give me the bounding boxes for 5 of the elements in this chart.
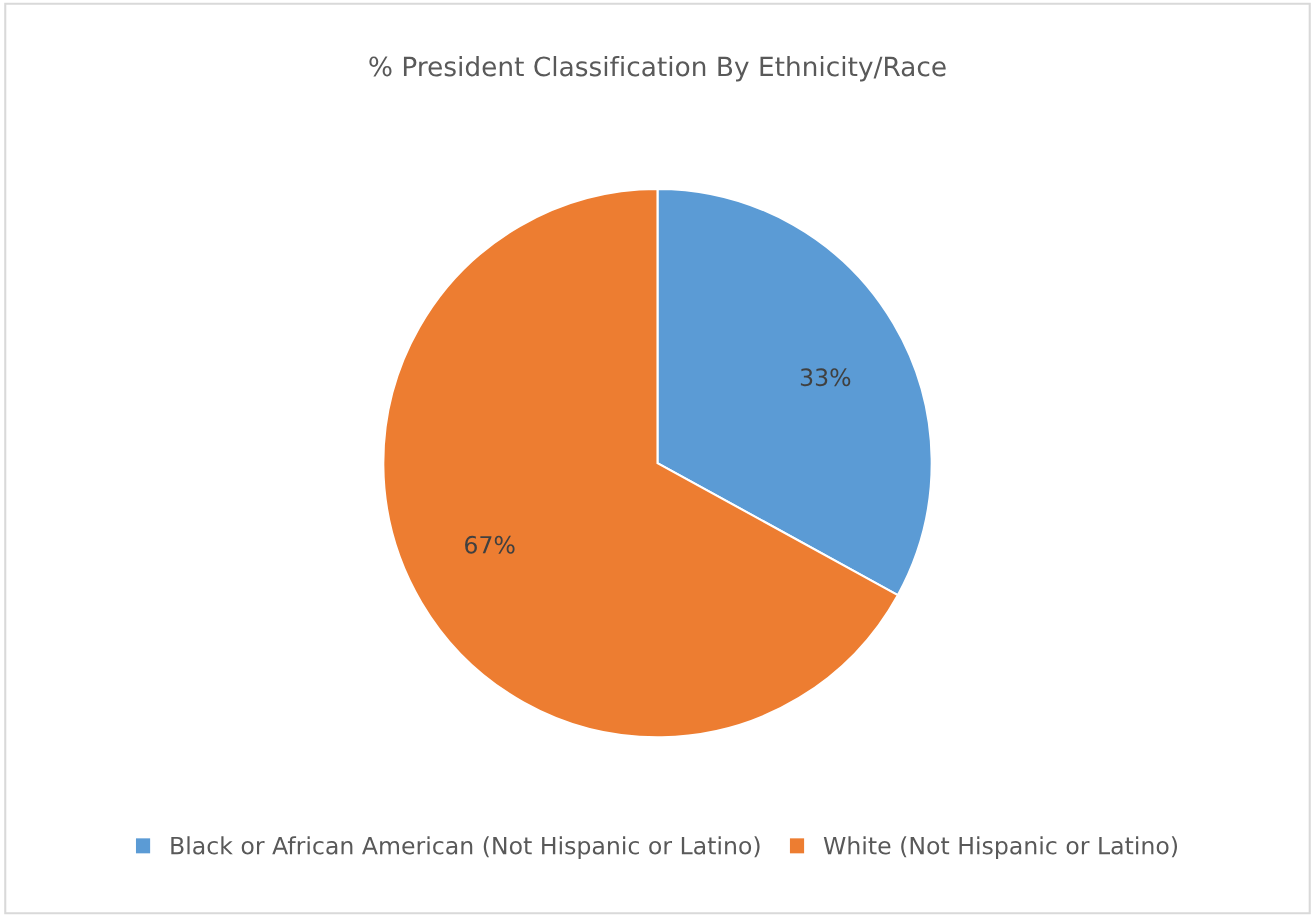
data-label: 67% xyxy=(465,535,515,554)
legend-label: White (Not Hispanic or Latino) xyxy=(823,836,1178,860)
legend-label: Black or African American (Not Hispanic or Latino) xyxy=(171,836,760,860)
chart-title: % President Classification By Ethnicity/Race xyxy=(369,56,946,82)
data-label: 33% xyxy=(800,368,851,387)
